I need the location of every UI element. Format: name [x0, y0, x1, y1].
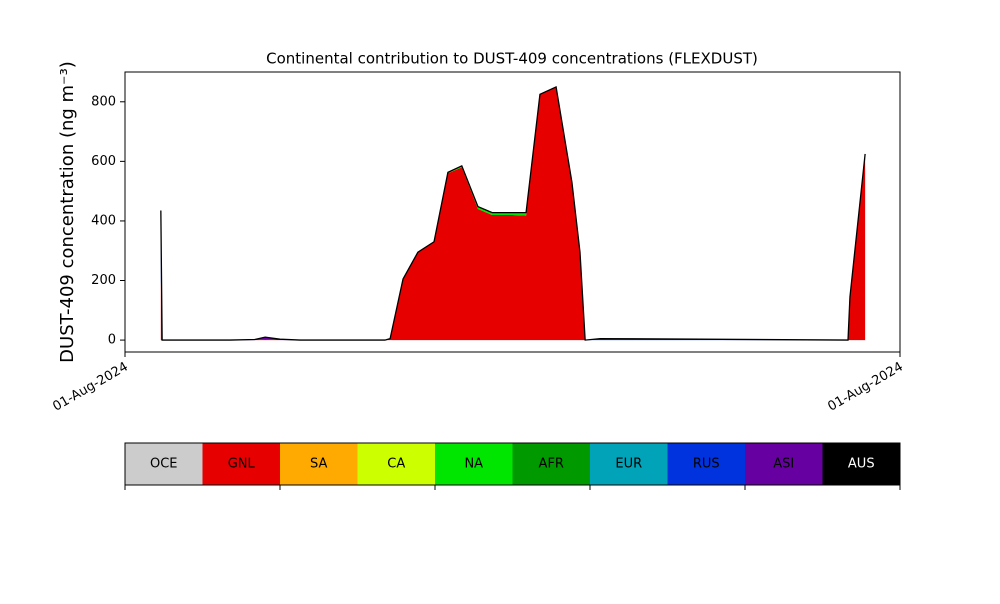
- legend-swatch: [357, 443, 435, 485]
- legend-label: AUS: [848, 457, 875, 472]
- y-axis-label: DUST-409 concentration (ng m⁻³): [57, 61, 78, 363]
- y-tick-label: 600: [91, 154, 116, 169]
- legend-label: SA: [310, 457, 327, 472]
- legend-label: CA: [387, 457, 405, 472]
- legend-label: EUR: [615, 457, 642, 472]
- y-tick-label: 200: [91, 273, 116, 288]
- legend-swatch: [590, 443, 668, 485]
- legend-label: RUS: [693, 457, 720, 472]
- legend-label: ASI: [773, 457, 794, 472]
- plot-frame: [124, 71, 901, 353]
- y-tick-label: 800: [91, 94, 116, 109]
- x-tick-label: 01-Aug-2024: [50, 360, 130, 415]
- chart-title: Continental contribution to DUST-409 con…: [266, 50, 758, 68]
- total-outline: [160, 85, 866, 341]
- legend-label: OCE: [150, 457, 178, 472]
- legend-label: AFR: [539, 457, 564, 472]
- area: [160, 86, 866, 341]
- legend-swatch: [512, 443, 590, 485]
- y-tick-label: 0: [108, 333, 116, 348]
- legend-swatch: [745, 443, 823, 485]
- legend-swatch: [822, 443, 900, 485]
- legend-swatch: [125, 443, 203, 485]
- legend-swatch: [202, 443, 280, 485]
- legend-frame: [124, 442, 901, 486]
- legend-label: NA: [464, 457, 483, 472]
- legend-label: GNL: [228, 457, 256, 472]
- x-tick-label: 01-Aug-2024: [825, 360, 905, 415]
- legend-swatch: [435, 443, 513, 485]
- area: [160, 86, 866, 341]
- legend-swatch: [280, 443, 358, 485]
- legend-swatch: [667, 443, 745, 485]
- y-tick-label: 400: [91, 213, 116, 228]
